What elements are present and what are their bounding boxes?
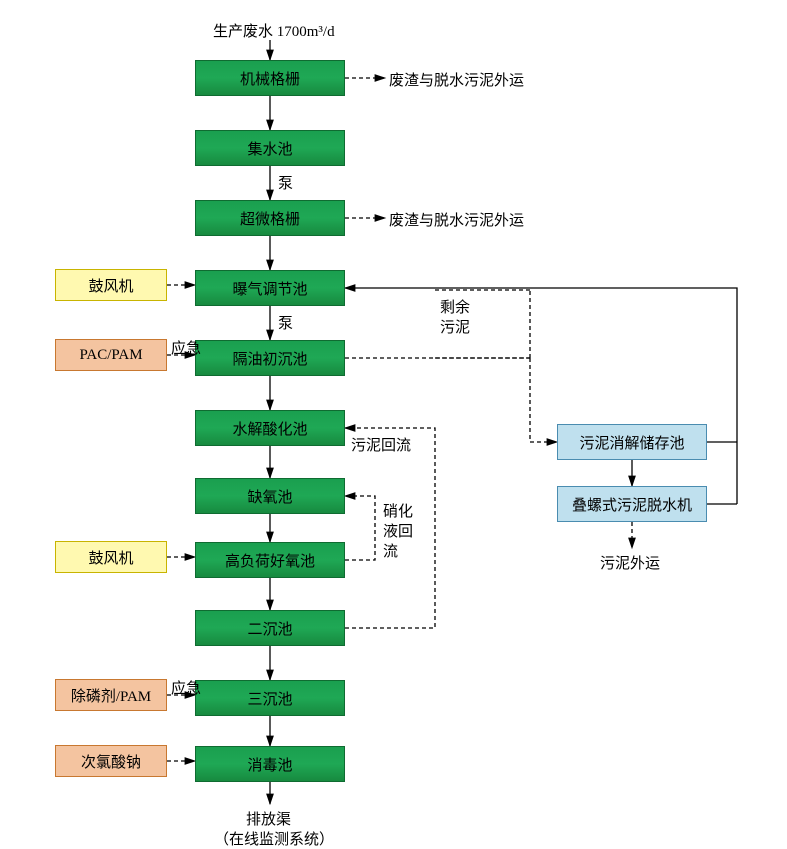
input-i1: 鼓风机: [55, 269, 167, 301]
tag-i2: 应急: [171, 337, 201, 358]
label-nitr1: 硝化: [383, 500, 413, 521]
main-n2: 集水池: [195, 130, 345, 166]
label-resid1: 剩余: [440, 296, 470, 317]
label-bottom1: 排放渠: [246, 808, 291, 829]
label-nitr3: 流: [383, 540, 398, 561]
label-sludge-out: 污泥外运: [600, 552, 660, 573]
label-waste2: 废渣与脱水污泥外运: [389, 209, 524, 230]
main-n5: 隔油初沉池: [195, 340, 345, 376]
main-n8: 高负荷好氧池: [195, 542, 345, 578]
input-i4: 除磷剂/PAM: [55, 679, 167, 711]
input-i2: PAC/PAM: [55, 339, 167, 371]
tag-i4: 应急: [171, 677, 201, 698]
main-n6: 水解酸化池: [195, 410, 345, 446]
label-return: 污泥回流: [351, 434, 411, 455]
input-i5: 次氯酸钠: [55, 745, 167, 777]
label-waste1: 废渣与脱水污泥外运: [389, 69, 524, 90]
main-n11: 消毒池: [195, 746, 345, 782]
label-pump-1: 泵: [278, 172, 293, 193]
main-n4: 曝气调节池: [195, 270, 345, 306]
main-n10: 三沉池: [195, 680, 345, 716]
main-n9: 二沉池: [195, 610, 345, 646]
side-s2: 叠螺式污泥脱水机: [557, 486, 707, 522]
input-i3: 鼓风机: [55, 541, 167, 573]
label-nitr2: 液回: [383, 520, 413, 541]
main-n3: 超微格栅: [195, 200, 345, 236]
label-pump-2: 泵: [278, 312, 293, 333]
main-n1: 机械格栅: [195, 60, 345, 96]
label-bottom2: （在线监测系统）: [214, 828, 334, 849]
side-s1: 污泥消解储存池: [557, 424, 707, 460]
label-top: 生产废水 1700m³/d: [213, 20, 335, 41]
label-resid2: 污泥: [440, 316, 470, 337]
main-n7: 缺氧池: [195, 478, 345, 514]
